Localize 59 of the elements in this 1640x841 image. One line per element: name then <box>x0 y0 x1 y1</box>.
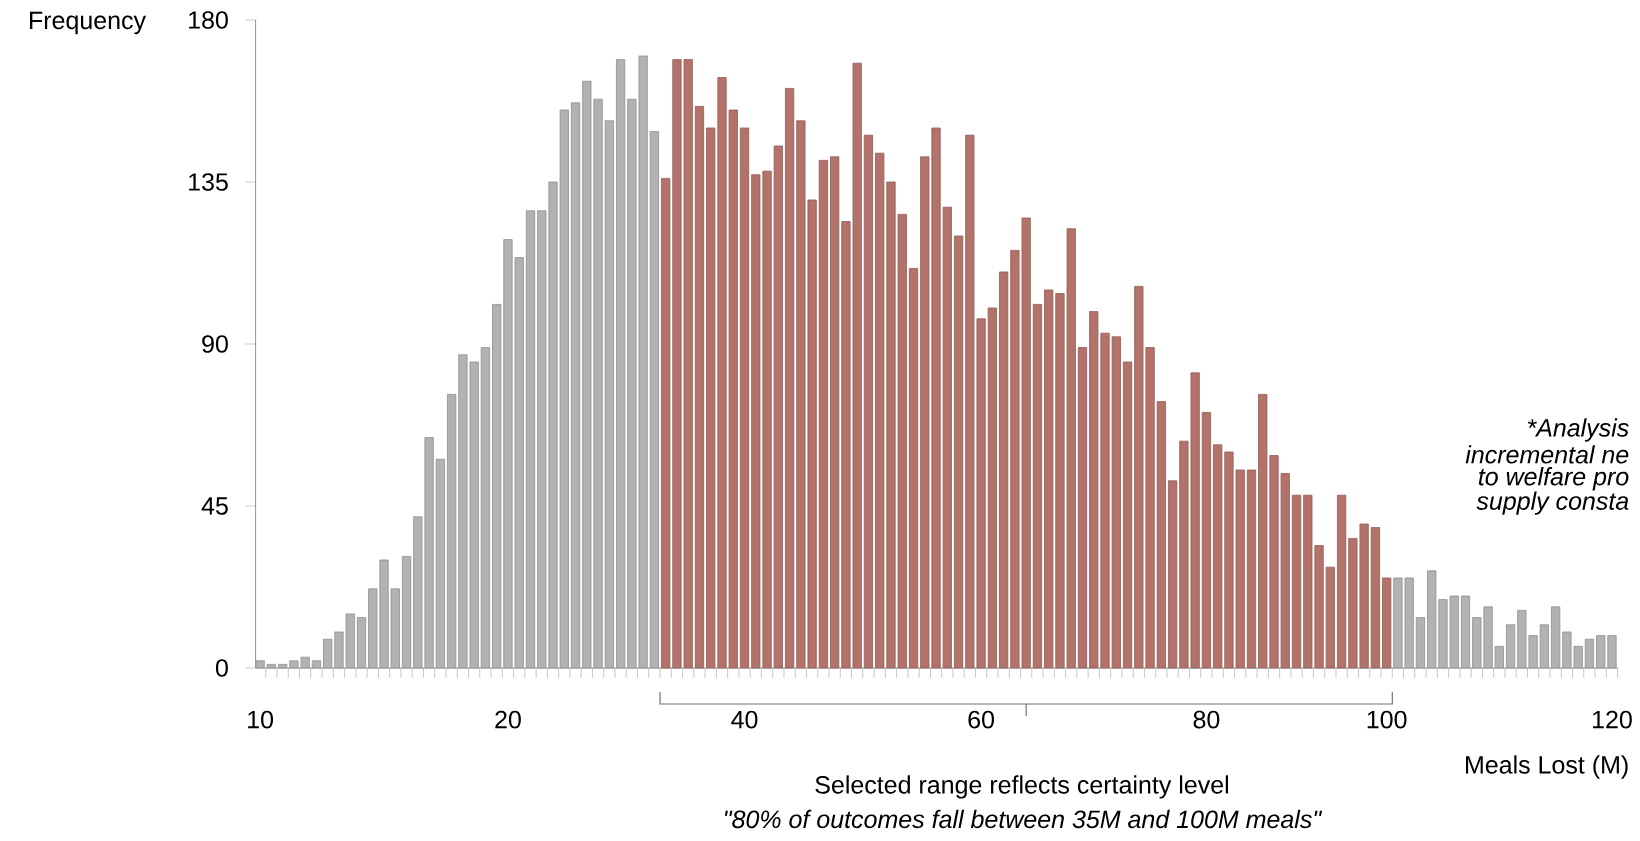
bar <box>1505 624 1516 669</box>
y-tick-label: 45 <box>201 497 228 515</box>
bar <box>649 131 660 669</box>
annotation: incremental ne <box>1465 445 1629 464</box>
bar <box>1551 606 1561 669</box>
x-tick-label: 120 <box>1593 710 1632 729</box>
bar <box>1337 494 1347 669</box>
y-tick-label: 135 <box>189 173 228 191</box>
annotation: *Analysis <box>1527 418 1629 442</box>
bar <box>1077 347 1088 669</box>
bar <box>1246 469 1257 669</box>
bar <box>278 663 288 669</box>
bar <box>356 617 367 669</box>
bar <box>908 267 919 669</box>
bar <box>1382 577 1392 669</box>
bar <box>1539 624 1549 669</box>
bar <box>818 159 828 669</box>
bar <box>1291 494 1302 669</box>
bar <box>1370 527 1380 669</box>
bar <box>266 663 276 669</box>
annotation: supply consta <box>1476 491 1629 515</box>
bar <box>694 106 705 669</box>
bar <box>1460 595 1471 669</box>
y-axis-title: Frequency <box>29 11 147 35</box>
text: Selected range reflects certainty level <box>815 775 1229 799</box>
x-tick-label: 10 <box>248 710 274 729</box>
bar <box>739 127 750 669</box>
bar <box>616 59 626 669</box>
bar <box>1415 617 1426 669</box>
y-tick-label: 180 <box>189 11 228 29</box>
y-tick-label: 90 <box>202 335 228 353</box>
bar <box>1584 638 1595 669</box>
bar <box>1201 411 1212 669</box>
bar <box>447 393 457 669</box>
bar <box>1156 401 1166 669</box>
bar <box>987 307 997 669</box>
bar <box>570 102 581 669</box>
annotation: to welfare pro <box>1478 467 1629 491</box>
bar <box>311 660 322 669</box>
bar <box>1032 303 1043 669</box>
bar <box>953 235 964 669</box>
x-tick-label: 40 <box>731 710 758 729</box>
bar <box>401 555 412 669</box>
bar <box>999 271 1009 669</box>
bar <box>480 347 491 669</box>
y-tick-label: 0 <box>215 659 228 677</box>
bar <box>525 210 536 669</box>
bar <box>863 134 874 669</box>
x-tick-label: 80 <box>1193 710 1220 729</box>
x-tick-label: 60 <box>968 710 995 729</box>
bar <box>1168 480 1178 669</box>
x-tick-label: 20 <box>495 710 521 729</box>
text: "80% of outcomes fall between 35M and 100M meals" <box>724 809 1323 829</box>
bar <box>435 458 445 669</box>
bar <box>1122 361 1133 669</box>
x-tick-label: 100 <box>1367 710 1407 729</box>
x-axis-title: Meals Lost (M) <box>1466 755 1628 779</box>
bar <box>255 660 265 669</box>
bar <box>784 87 795 669</box>
